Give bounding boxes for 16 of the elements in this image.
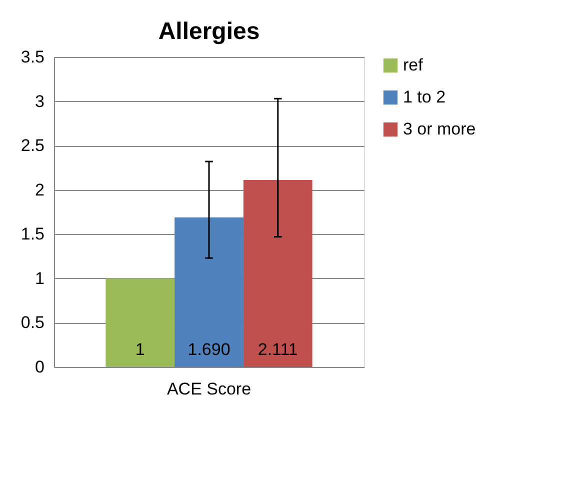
y-tick-label: 3 xyxy=(35,92,44,111)
y-tick-label: 0.5 xyxy=(20,313,44,332)
y-tick-label: 2 xyxy=(35,180,44,200)
y-tick-label: 1.5 xyxy=(20,224,44,244)
y-tick-label: 1 xyxy=(35,268,44,288)
legend-label: 1 to 2 xyxy=(403,88,446,106)
data-label: 1.690 xyxy=(188,340,230,359)
y-tick-label: 0 xyxy=(35,358,44,376)
x-tick-label: ACE Score xyxy=(166,380,252,398)
chart-title: Allergies xyxy=(158,18,260,45)
legend-label: ref xyxy=(403,56,424,74)
y-tick-label: 2.5 xyxy=(20,136,44,156)
legend-label: 3 or more xyxy=(403,120,476,138)
data-label: 1 xyxy=(135,340,145,359)
data-label: 2.111 xyxy=(258,340,298,359)
y-tick-label: 3.5 xyxy=(20,48,44,66)
